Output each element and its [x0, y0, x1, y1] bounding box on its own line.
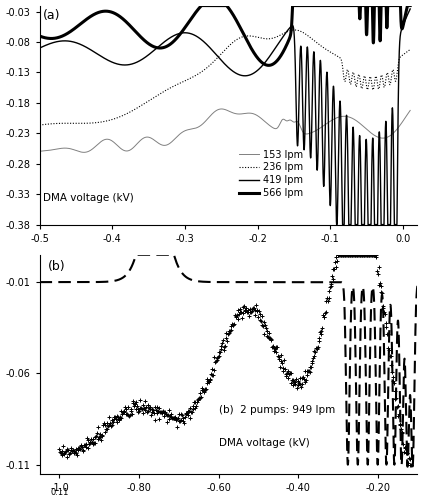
Text: (a): (a) — [43, 8, 61, 22]
236 lpm — [37, 122, 42, 128]
153 lpm — [342, 114, 347, 119]
566 lpm — [179, 30, 184, 36]
Line: 566 lpm: 566 lpm — [40, 6, 410, 66]
566 lpm — [278, 53, 283, 59]
153 lpm — [179, 130, 184, 136]
236 lpm — [278, 32, 283, 38]
153 lpm — [259, 116, 264, 122]
566 lpm — [37, 33, 42, 39]
153 lpm — [219, 106, 224, 112]
566 lpm — [314, 2, 319, 8]
Text: DMA voltage (kV): DMA voltage (kV) — [219, 438, 309, 448]
566 lpm — [104, 8, 110, 14]
Text: 0.11: 0.11 — [50, 488, 69, 498]
Line: 236 lpm: 236 lpm — [40, 30, 410, 125]
153 lpm — [408, 108, 413, 114]
153 lpm — [37, 148, 42, 154]
419 lpm — [313, 136, 319, 141]
236 lpm — [104, 118, 110, 124]
153 lpm — [278, 119, 283, 125]
Line: 419 lpm: 419 lpm — [40, 9, 410, 224]
153 lpm — [104, 136, 110, 142]
Legend: 153 lpm, 236 lpm, 419 lpm, 566 lpm: 153 lpm, 236 lpm, 419 lpm, 566 lpm — [236, 146, 307, 202]
419 lpm — [179, 30, 184, 36]
566 lpm — [408, 2, 413, 8]
236 lpm — [313, 39, 319, 45]
419 lpm — [104, 56, 110, 62]
566 lpm — [266, 62, 271, 68]
236 lpm — [179, 80, 184, 86]
566 lpm — [259, 60, 264, 66]
419 lpm — [259, 63, 264, 69]
419 lpm — [342, 212, 347, 218]
419 lpm — [37, 45, 42, 51]
236 lpm — [259, 35, 264, 41]
236 lpm — [408, 46, 413, 52]
566 lpm — [199, 2, 204, 8]
Line: 153 lpm: 153 lpm — [40, 109, 410, 152]
419 lpm — [334, 222, 339, 228]
236 lpm — [342, 78, 347, 84]
153 lpm — [81, 150, 86, 156]
419 lpm — [408, 6, 413, 12]
236 lpm — [292, 27, 297, 33]
Text: DMA voltage (kV): DMA voltage (kV) — [43, 194, 134, 203]
153 lpm — [314, 128, 319, 134]
419 lpm — [278, 37, 283, 43]
Text: (b)  2 pumps: 949 lpm: (b) 2 pumps: 949 lpm — [219, 405, 335, 415]
Text: (b): (b) — [47, 260, 65, 273]
566 lpm — [342, 2, 347, 8]
